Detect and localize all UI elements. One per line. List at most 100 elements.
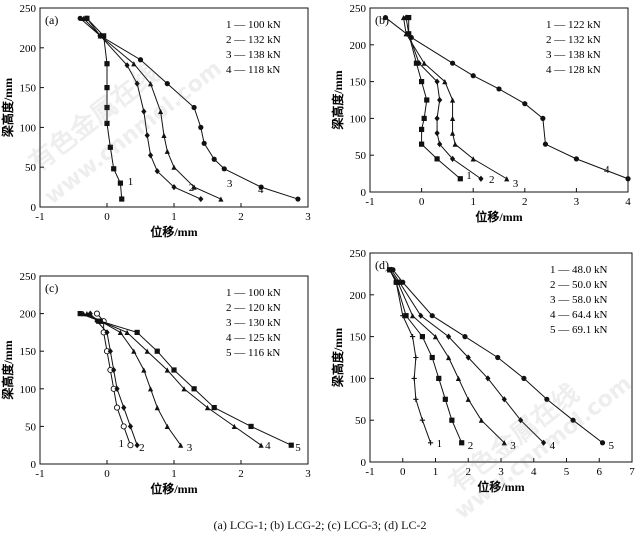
data-point [211,156,217,162]
x-tick-label: 2 [466,466,472,478]
data-point [427,440,434,446]
y-axis-label: 梁高度/mm [330,70,345,130]
data-point [141,108,147,115]
series-end-label: 5 [295,442,301,454]
data-point [97,33,103,39]
series-2: 2 [403,14,495,186]
y-tick-label: 250 [350,248,367,260]
data-point [134,442,140,449]
x-tick-label: -1 [365,196,374,208]
series-3: 3 [387,267,516,452]
series-end-label: 2 [489,174,495,186]
data-point [495,354,501,361]
data-point [470,73,476,79]
x-tick-label: 6 [597,466,603,478]
data-point [416,60,422,67]
x-tick-label: 2 [238,468,244,480]
series-4: 4 [77,15,301,202]
data-point [446,333,452,340]
series-line [408,17,461,180]
data-point [419,141,425,147]
data-point [449,60,456,66]
y-tick-label: 100 [20,122,37,134]
series-5: 5 [390,267,615,452]
legend-entry: 2 — 120 kN [226,302,281,314]
data-point [400,279,406,285]
y-tick-label: 200 [350,40,367,52]
data-point [218,196,224,202]
data-point [107,348,113,355]
data-point [158,108,164,115]
data-point [542,141,549,147]
series-end-label: 4 [604,164,610,176]
legend-entry: 5 — 116 kN [226,347,280,359]
series-line [83,18,222,200]
y-tick-label: 0 [31,202,37,214]
series-3: 3 [400,14,519,190]
y-tick-label: 100 [350,113,367,125]
data-point [111,166,117,172]
legend-entry: 4 — 128 kN [546,64,601,76]
data-point [419,126,425,133]
data-point [411,375,417,381]
panel-label: (a) [45,13,58,27]
y-tick-label: 50 [355,415,367,427]
data-point [154,168,160,175]
y-tick-label: 150 [350,332,367,344]
data-point [117,180,123,186]
y-axis-label: 梁高度/mm [0,340,15,400]
data-point [201,140,207,146]
x-tick-label: -1 [35,211,44,223]
data-point [478,417,484,423]
x-axis-label: 位移/mm [150,224,197,239]
data-point [390,267,396,273]
series-end-label: 1 [437,438,443,450]
data-point [522,101,528,107]
data-point [171,184,177,191]
y-tick-label: 0 [361,187,367,199]
data-point [164,367,170,373]
x-tick-label: 1 [171,468,177,480]
series-end-label: 1 [128,176,133,188]
data-point [258,442,264,448]
y-tick-label: 200 [20,43,37,55]
data-point [137,57,144,63]
x-tick-label: 1 [470,196,476,208]
data-point [455,375,462,381]
figure-caption: (a) LCG-1; (b) LCG-2; (c) LCG-3; (d) LC-… [213,518,427,532]
series-line [389,269,505,444]
y-tick-label: 200 [350,290,367,302]
data-point [540,439,547,446]
data-point [442,396,448,402]
data-point [408,34,414,41]
y-tick-label: 150 [20,346,37,358]
data-point [449,130,456,136]
data-point [181,386,187,392]
data-point [449,417,455,423]
legend-entry: 5 — 69.1 kN [550,324,608,336]
data-point [104,104,110,111]
x-tick-label: 1 [433,466,439,478]
series-end-label: 3 [513,178,519,190]
y-tick-label: 250 [20,3,37,15]
data-point [393,279,399,285]
series-line [405,17,482,180]
y-tick-label: 0 [31,459,37,471]
panel-label: (d) [375,258,389,272]
legend-entry: 4 — 118 kN [226,64,280,76]
y-tick-label: 150 [20,83,37,95]
data-point [164,81,170,87]
series-line [403,17,507,180]
data-point [144,132,150,139]
data-point [198,195,204,203]
data-point [432,334,439,340]
data-point [147,386,154,392]
legend-entry: 1 — 122 kN [546,19,601,31]
data-point [258,184,264,190]
series-1: 1 [93,310,134,450]
data-point [419,417,425,423]
data-point [442,79,448,85]
series-line [389,269,432,443]
